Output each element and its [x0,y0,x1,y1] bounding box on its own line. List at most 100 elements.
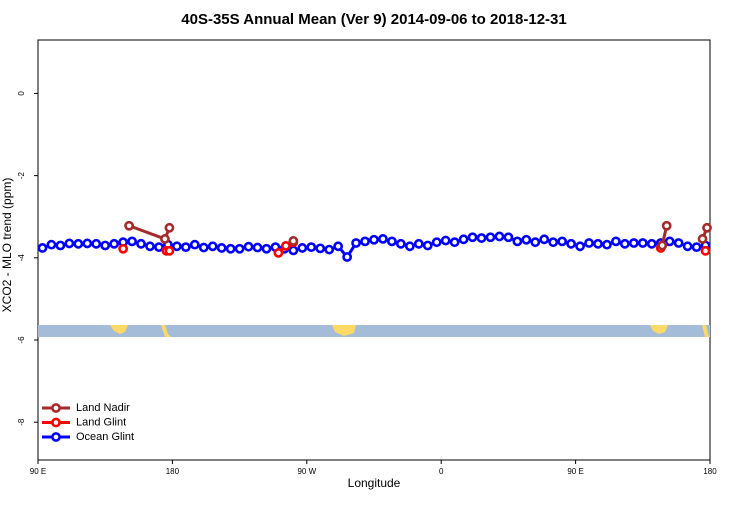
data-point [431,237,442,248]
data-point [333,241,344,252]
data-point [539,234,550,245]
data-point [404,241,415,252]
data-point [351,238,361,248]
data-point [691,242,702,253]
data-point [494,231,505,242]
x-tick-label: 90 W [297,467,316,476]
x-tick-label: 90 E [30,467,46,476]
data-point [566,238,577,249]
x-tick-label: 90 E [567,467,583,476]
data-point [657,240,668,251]
data-point [673,238,684,248]
y-tick-label: -8 [17,418,26,426]
data-point [548,237,559,248]
data-point [476,233,487,243]
legend-marker [51,403,61,413]
data-point [124,220,134,231]
plot-frame [37,39,711,461]
data-point [702,222,712,233]
data-point [682,241,693,252]
data-point [395,238,406,249]
data-point [225,243,236,254]
data-point [118,243,129,254]
data-point [387,236,397,247]
data-point [628,238,639,248]
data-point [198,242,209,253]
data-point [619,238,630,249]
data-point [234,243,245,254]
data-point [100,240,111,251]
y-tick-label: 0 [17,91,26,96]
data-point [458,234,469,245]
data-point [207,241,218,252]
legend-marker [51,432,61,442]
data-point [413,238,424,249]
data-point [449,237,460,248]
data-point [82,238,93,249]
data-point [180,242,191,253]
data-point [512,236,523,247]
data-point [324,244,335,255]
data-point [64,238,75,249]
data-point [661,220,672,231]
data-point [575,241,585,252]
data-point [697,234,708,244]
data-point [280,240,291,251]
data-point [503,232,514,243]
data-point [369,234,379,245]
data-point [611,236,621,247]
data-point [73,238,84,249]
data-point [154,242,164,253]
x-tick-label: 0 [439,467,444,476]
data-point [160,234,170,244]
data-point [109,238,120,249]
data-point [593,238,603,249]
data-point [700,245,711,256]
data-point [136,238,146,249]
x-tick-label: 180 [703,467,717,476]
chart-title: 40S-35S Annual Mean (Ver 9) 2014-09-06 t… [181,11,566,28]
data-point [127,236,137,247]
data-point [485,232,496,243]
y-tick-label: -2 [17,172,26,180]
data-point [440,235,451,246]
legend-marker [51,417,61,428]
data-point [46,239,57,250]
data-point [315,243,326,254]
data-point [422,240,433,251]
data-point [243,241,254,252]
data-point [37,243,48,253]
data-point [378,234,388,244]
data-point [306,242,317,253]
data-point [145,241,155,252]
data-point [646,238,657,249]
x-tick-label: 180 [166,467,180,476]
data-point [189,239,200,250]
data-point [273,247,284,258]
legend-label: Land Glint [76,416,126,428]
data-point [637,238,648,248]
data-point [602,239,612,250]
data-point [261,243,272,254]
data-point [521,234,532,245]
legend-label: Ocean Glint [76,431,134,443]
y-tick-label: -4 [17,254,26,262]
y-axis-label: XCO2 - MLO trend (ppm) [0,178,14,313]
data-point [360,236,370,247]
data-point [216,243,227,253]
data-point [164,222,175,233]
data-point [297,243,308,253]
data-point [171,241,182,252]
y-tick-label: -6 [17,336,26,344]
data-point [164,245,175,256]
data-point [55,240,66,251]
data-point [557,236,568,247]
data-point [91,238,102,249]
data-point [288,236,299,246]
map-strip [38,325,710,337]
data-point [584,238,594,248]
data-point [467,232,478,243]
data-point [530,237,541,248]
data-point [664,236,675,247]
